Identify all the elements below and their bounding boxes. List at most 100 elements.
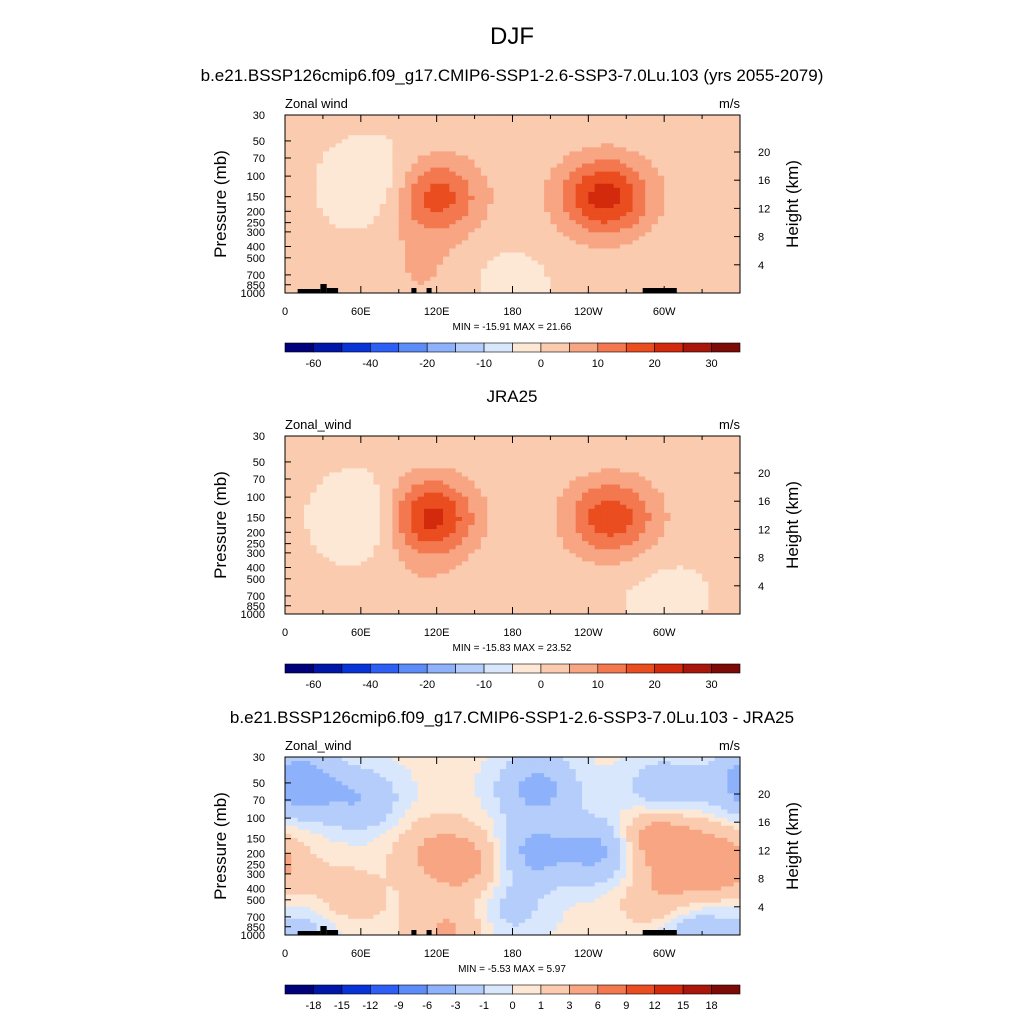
contour-cell	[651, 444, 659, 449]
contour-cell	[424, 264, 431, 270]
contour-cell	[499, 448, 507, 453]
contour-cell	[424, 212, 431, 217]
contour-cell	[335, 464, 343, 469]
contour-cell	[708, 204, 716, 209]
contour-cell	[297, 163, 305, 169]
contour-cell	[417, 127, 425, 132]
contour-cell	[613, 139, 621, 144]
contour-cell	[316, 440, 324, 445]
contour-cell	[683, 212, 690, 217]
contour-cell	[348, 244, 356, 249]
contour-cell	[417, 260, 425, 266]
contour-cell	[695, 135, 703, 140]
contour-cell	[360, 272, 368, 278]
contour-cell	[417, 276, 425, 282]
contour-cell	[461, 472, 469, 477]
contour-cell	[329, 183, 337, 189]
contour-cell	[367, 488, 374, 494]
contour-cell	[386, 525, 393, 530]
contour-cell	[455, 525, 463, 530]
contour-cell	[367, 444, 374, 449]
contour-cell	[474, 476, 482, 481]
contour-cell	[550, 288, 558, 294]
contour-cell	[487, 127, 495, 132]
contour-cell	[714, 492, 722, 498]
contour-cell	[386, 452, 393, 457]
contour-cell	[550, 183, 558, 189]
contour-cell	[531, 127, 539, 132]
contour-cell	[329, 492, 337, 498]
contour-cell	[727, 440, 735, 445]
contour-cell	[512, 175, 520, 181]
contour-cell	[379, 472, 387, 477]
contour-cell	[329, 268, 337, 274]
contour-cell	[455, 171, 463, 177]
contour-cell	[702, 252, 709, 258]
contour-cell	[594, 452, 602, 457]
contour-cell	[310, 512, 318, 518]
contour-cell	[702, 496, 709, 502]
contour-cell	[417, 472, 425, 477]
contour-cell	[430, 488, 438, 494]
contour-cell	[405, 143, 412, 148]
contour-cell	[442, 440, 450, 445]
contour-cell	[556, 448, 564, 453]
contour-cell	[563, 480, 570, 486]
contour-cell	[322, 500, 330, 506]
contour-cell	[417, 512, 425, 518]
contour-cell	[632, 224, 640, 229]
contour-cell	[405, 135, 412, 140]
contour-cell	[689, 236, 697, 241]
contour-cell	[645, 260, 653, 266]
contour-cell	[733, 232, 741, 237]
contour-cell	[714, 179, 722, 185]
contour-cell	[506, 167, 513, 173]
contour-cell	[645, 496, 653, 502]
contour-cell	[461, 476, 469, 481]
contour-cell	[638, 448, 646, 453]
contour-cell	[480, 272, 488, 278]
contour-cell	[582, 208, 589, 213]
contour-cell	[348, 159, 356, 165]
contour-cell	[373, 284, 381, 290]
contour-cell	[480, 240, 488, 245]
contour-cell	[335, 119, 343, 124]
contour-cell	[695, 127, 703, 132]
contour-cell	[348, 472, 356, 477]
contour-cell	[442, 472, 450, 477]
contour-cell	[588, 272, 596, 278]
contour-cell	[619, 525, 627, 530]
contour-cell	[550, 444, 558, 449]
contour-cell	[373, 500, 381, 506]
contour-cell	[632, 240, 640, 245]
contour-cell	[695, 151, 703, 156]
contour-cell	[285, 252, 292, 258]
contour-cell	[600, 525, 608, 530]
contour-cell	[664, 452, 671, 457]
contour-cell	[569, 187, 577, 193]
contour-cell	[499, 224, 507, 229]
contour-cell	[594, 119, 602, 124]
contour-cell	[297, 529, 305, 534]
contour-cell	[392, 119, 400, 124]
contour-cell	[430, 143, 438, 148]
contour-cell	[379, 244, 387, 249]
contour-cell	[600, 204, 608, 209]
contour-cell	[518, 187, 526, 193]
contour-cell	[695, 280, 703, 286]
contour-cell	[405, 208, 412, 213]
contour-cell	[468, 232, 476, 237]
contour-cell	[588, 199, 596, 205]
contour-cell	[721, 139, 728, 144]
contour-cell	[455, 488, 463, 494]
contour-cell	[619, 280, 627, 286]
contour-cell	[563, 516, 570, 522]
contour-cell	[670, 516, 678, 522]
contour-cell	[285, 143, 292, 148]
contour-cell	[449, 464, 457, 469]
contour-cell	[632, 220, 640, 225]
contour-cell	[588, 187, 596, 193]
contour-cell	[310, 525, 318, 530]
contour-cell	[550, 464, 558, 469]
contour-cell	[329, 472, 337, 477]
